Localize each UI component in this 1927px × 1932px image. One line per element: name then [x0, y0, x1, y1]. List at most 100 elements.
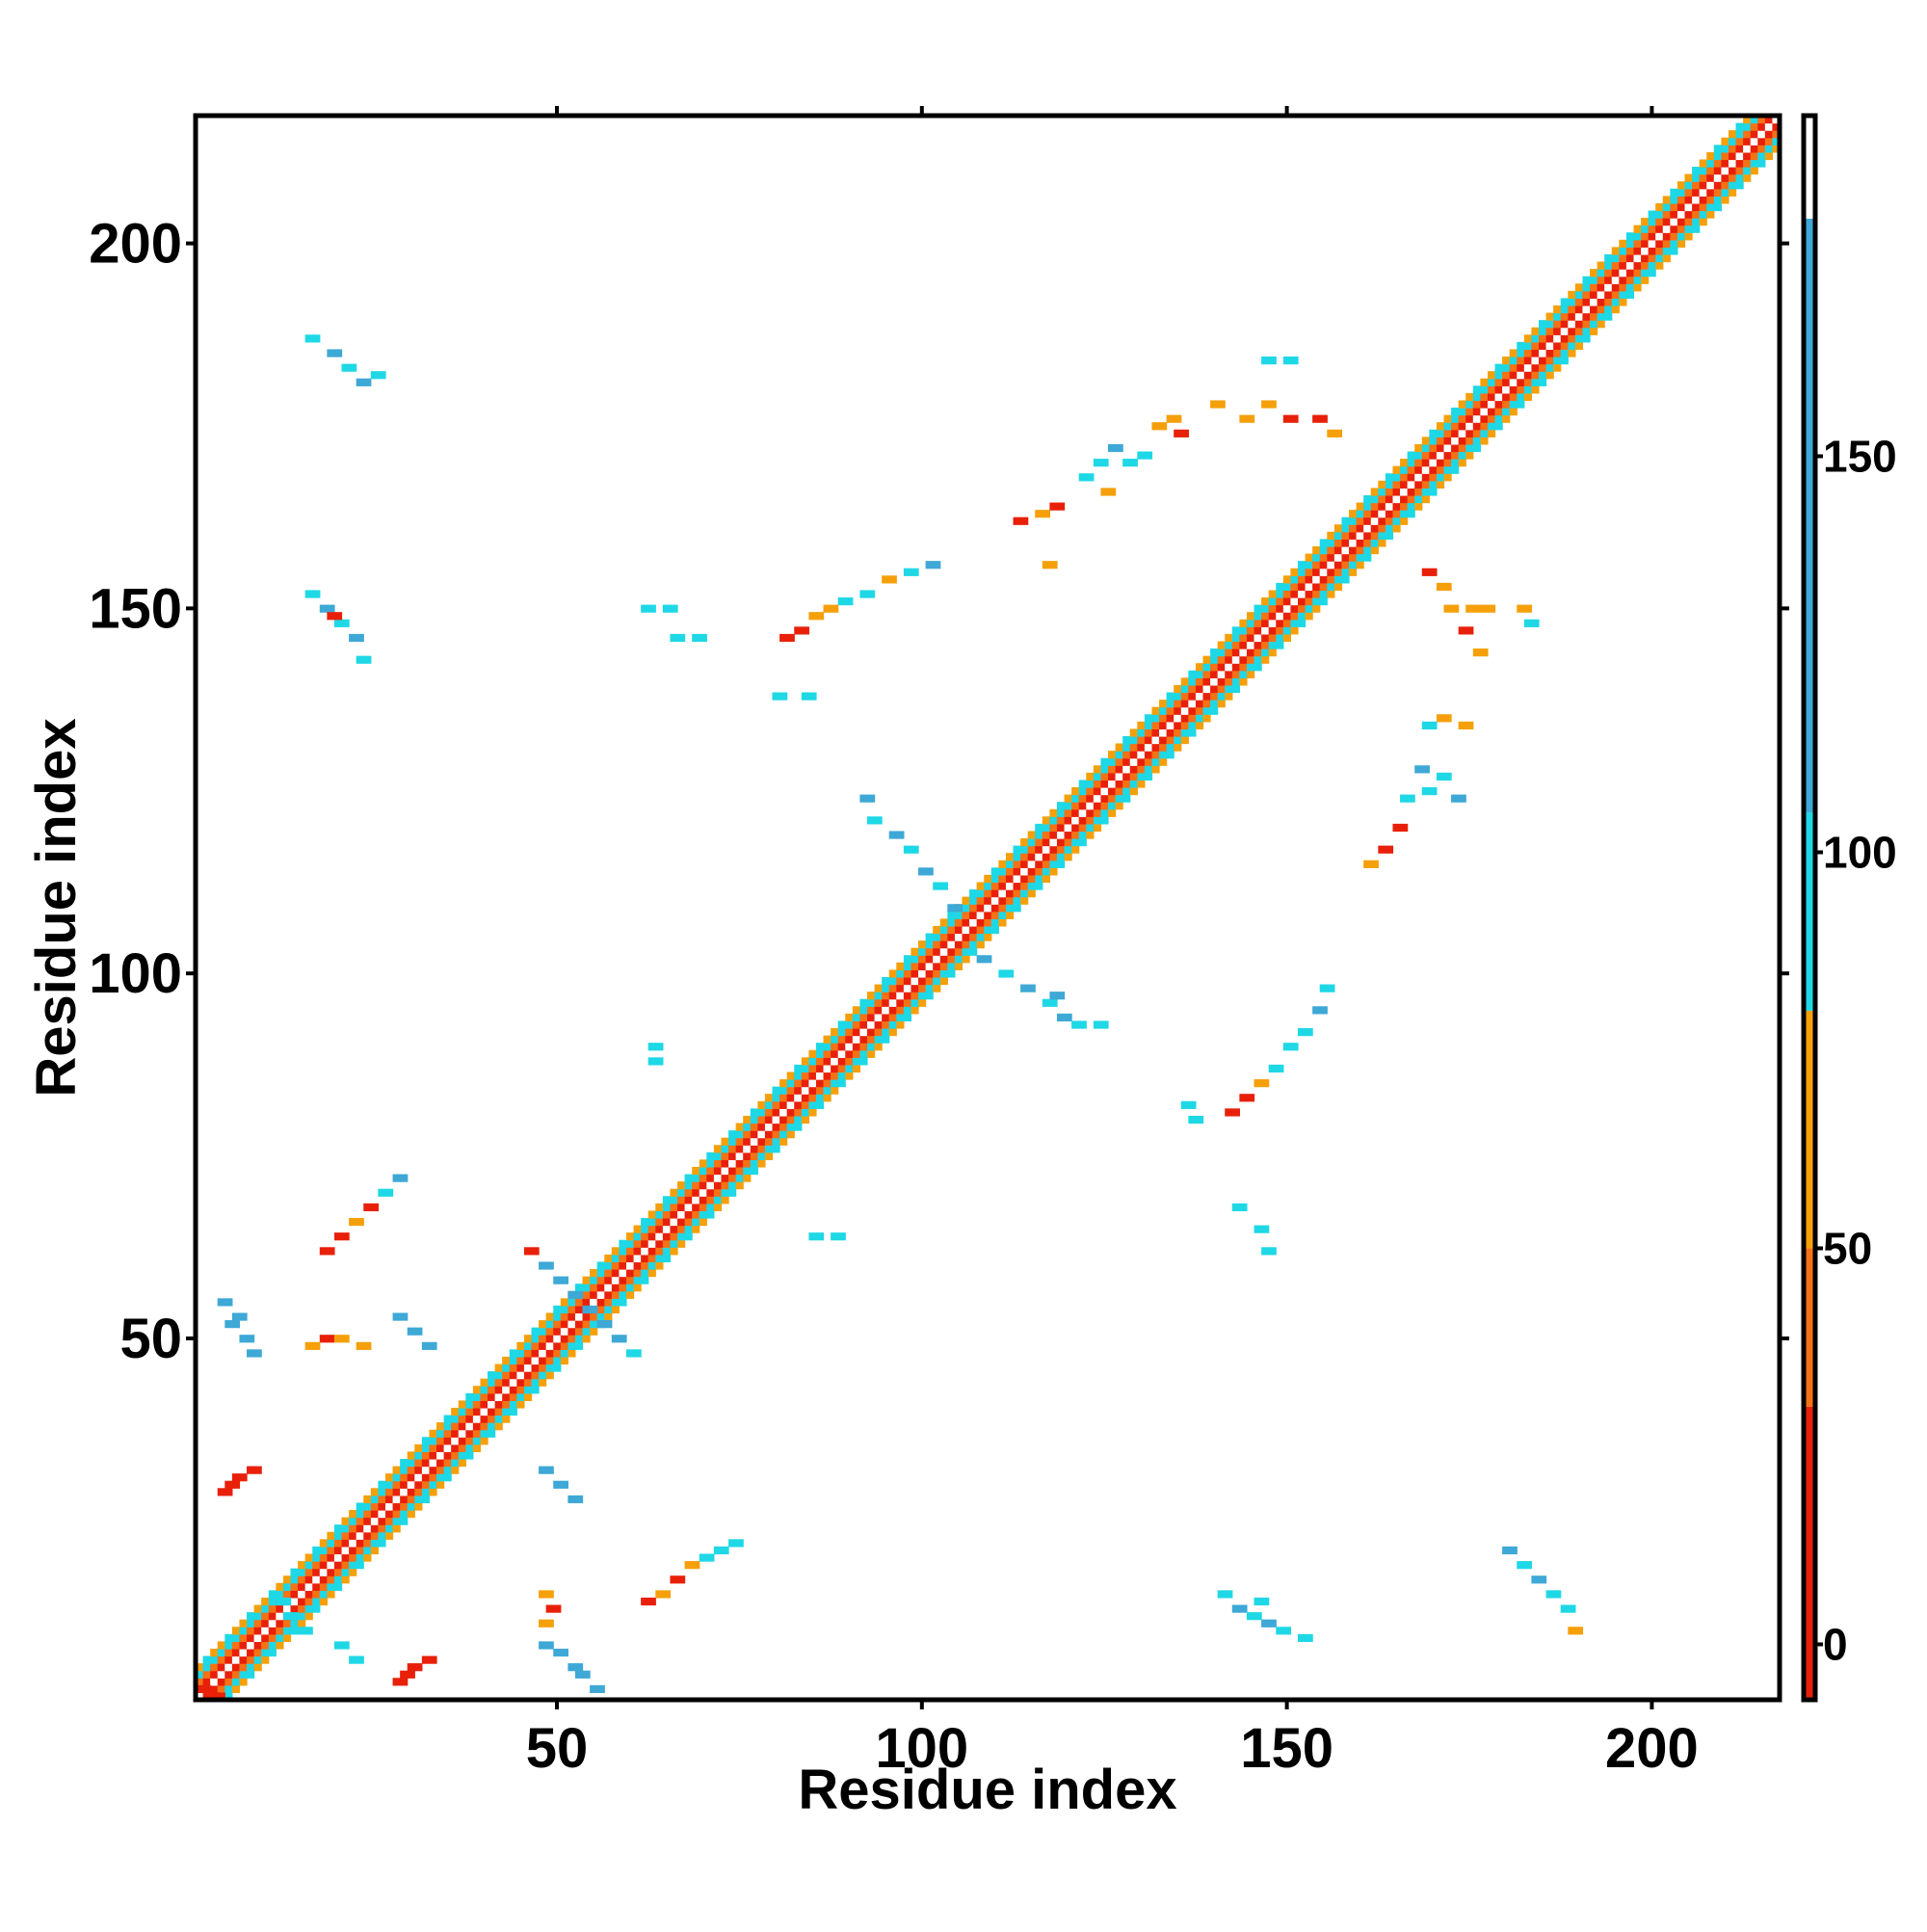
diagonal-cell: [721, 1145, 729, 1153]
diagonal-cell: [619, 1247, 627, 1256]
diagonal-cell: [1108, 765, 1117, 774]
diagonal-cell: [458, 1429, 466, 1438]
diagonal-cell: [596, 1284, 605, 1292]
diagonal-cell: [779, 1130, 788, 1139]
diagonal-cell: [984, 889, 992, 898]
diagonal-cell: [969, 896, 978, 905]
contact-cell: [327, 1335, 335, 1343]
diagonal-cell: [706, 1196, 715, 1204]
diagonal-cell: [239, 1627, 248, 1635]
diagonal-cell: [604, 1305, 613, 1314]
diagonal-cell: [1129, 787, 1138, 796]
diagonal-cell: [1225, 655, 1233, 664]
contact-cell: [341, 363, 350, 372]
diagonal-cell: [531, 1341, 540, 1350]
diagonal-cell: [560, 1356, 568, 1365]
diagonal-cell: [1210, 648, 1219, 657]
diagonal-cell: [502, 1415, 511, 1423]
diagonal-cell: [1071, 831, 1080, 839]
diagonal-cell: [210, 1655, 219, 1664]
diagonal-cell: [509, 1349, 517, 1358]
diagonal-cell: [925, 976, 934, 986]
diagonal-cell: [1509, 392, 1518, 402]
diagonal-cell: [903, 998, 912, 1007]
diagonal-cell: [451, 1443, 460, 1453]
contact-cell: [333, 1335, 343, 1343]
diagonal-cell: [1487, 414, 1496, 423]
diagonal-cell: [1545, 357, 1554, 365]
diagonal-cell: [1144, 765, 1153, 774]
diagonal-cell: [560, 1327, 568, 1336]
diagonal-cell: [1407, 451, 1415, 460]
diagonal-cell: [327, 1582, 335, 1591]
diagonal-cell: [590, 1327, 598, 1336]
contact-cell: [911, 845, 919, 854]
diagonal-cell: [1684, 188, 1693, 197]
diagonal-cell: [590, 1312, 598, 1321]
contact-cell: [1319, 1006, 1328, 1015]
diagonal-cell: [1239, 633, 1248, 643]
diagonal-cell: [261, 1641, 270, 1650]
contact-cell: [1421, 787, 1430, 796]
diagonal-cell: [604, 1290, 613, 1299]
diagonal-cell: [1625, 261, 1635, 270]
diagonal-cell: [1517, 385, 1525, 394]
diagonal-cell: [1042, 831, 1050, 839]
diagonal-cell: [1268, 641, 1277, 649]
diagonal-cell: [750, 1151, 758, 1160]
contact-cell: [633, 1349, 642, 1358]
diagonal-cell: [1545, 349, 1554, 357]
diagonal-cell: [1502, 357, 1511, 365]
diagonal-cell: [1020, 889, 1029, 898]
diagonal-cell: [1188, 728, 1197, 737]
diagonal-cell: [1137, 728, 1146, 737]
diagonal-cell: [363, 1531, 372, 1540]
contact-cell: [392, 1174, 401, 1182]
contact-cell: [356, 1655, 364, 1664]
diagonal-cell: [939, 918, 948, 927]
diagonal-cell: [647, 1247, 656, 1256]
diagonal-cell: [319, 1561, 328, 1570]
diagonal-cell: [290, 1590, 299, 1599]
diagonal-cell: [400, 1458, 409, 1468]
diagonal-cell: [1195, 663, 1204, 672]
diagonal-cell: [655, 1217, 664, 1227]
diagonal-cell: [590, 1298, 598, 1307]
diagonal-cell: [1093, 765, 1102, 774]
contact-cell: [1188, 1100, 1197, 1109]
diagonal-cell: [655, 1247, 664, 1256]
diagonal-cell: [502, 1356, 511, 1365]
diagonal-cell: [1290, 597, 1299, 606]
diagonal-cell: [458, 1422, 466, 1431]
diagonal-cell: [1370, 502, 1379, 511]
diagonal-cell: [224, 1678, 233, 1686]
diagonal-cell: [1494, 408, 1503, 416]
contact-cell: [429, 1655, 437, 1664]
diagonal-cell: [231, 1627, 241, 1635]
diagonal-cell: [1531, 363, 1540, 372]
diagonal-cell: [1407, 480, 1415, 489]
contact-cell: [728, 1539, 737, 1548]
diagonal-cell: [1429, 443, 1438, 453]
diagonal-cell: [312, 1546, 321, 1555]
diagonal-cell: [356, 1546, 364, 1555]
diagonal-cell: [1312, 604, 1321, 613]
diagonal-cell: [1305, 597, 1313, 606]
diagonal-cell: [356, 1539, 364, 1548]
contact-cell: [304, 334, 313, 343]
diagonal-cell: [1290, 604, 1299, 613]
diagonal-cell: [1648, 261, 1656, 270]
diagonal-cell: [509, 1363, 517, 1372]
contact-cell: [582, 1670, 591, 1679]
diagonal-cell: [1349, 568, 1358, 576]
diagonal-cell: [1662, 247, 1671, 255]
contact-cell: [1261, 1619, 1270, 1628]
contact-cell: [1465, 604, 1474, 613]
contact-cell: [407, 1670, 415, 1679]
diagonal-cell: [247, 1655, 255, 1664]
diagonal-cell: [502, 1400, 511, 1409]
contact-cell: [349, 633, 357, 643]
diagonal-cell: [443, 1443, 452, 1453]
diagonal-cell: [1684, 196, 1693, 204]
contact-cell: [1568, 1627, 1576, 1635]
